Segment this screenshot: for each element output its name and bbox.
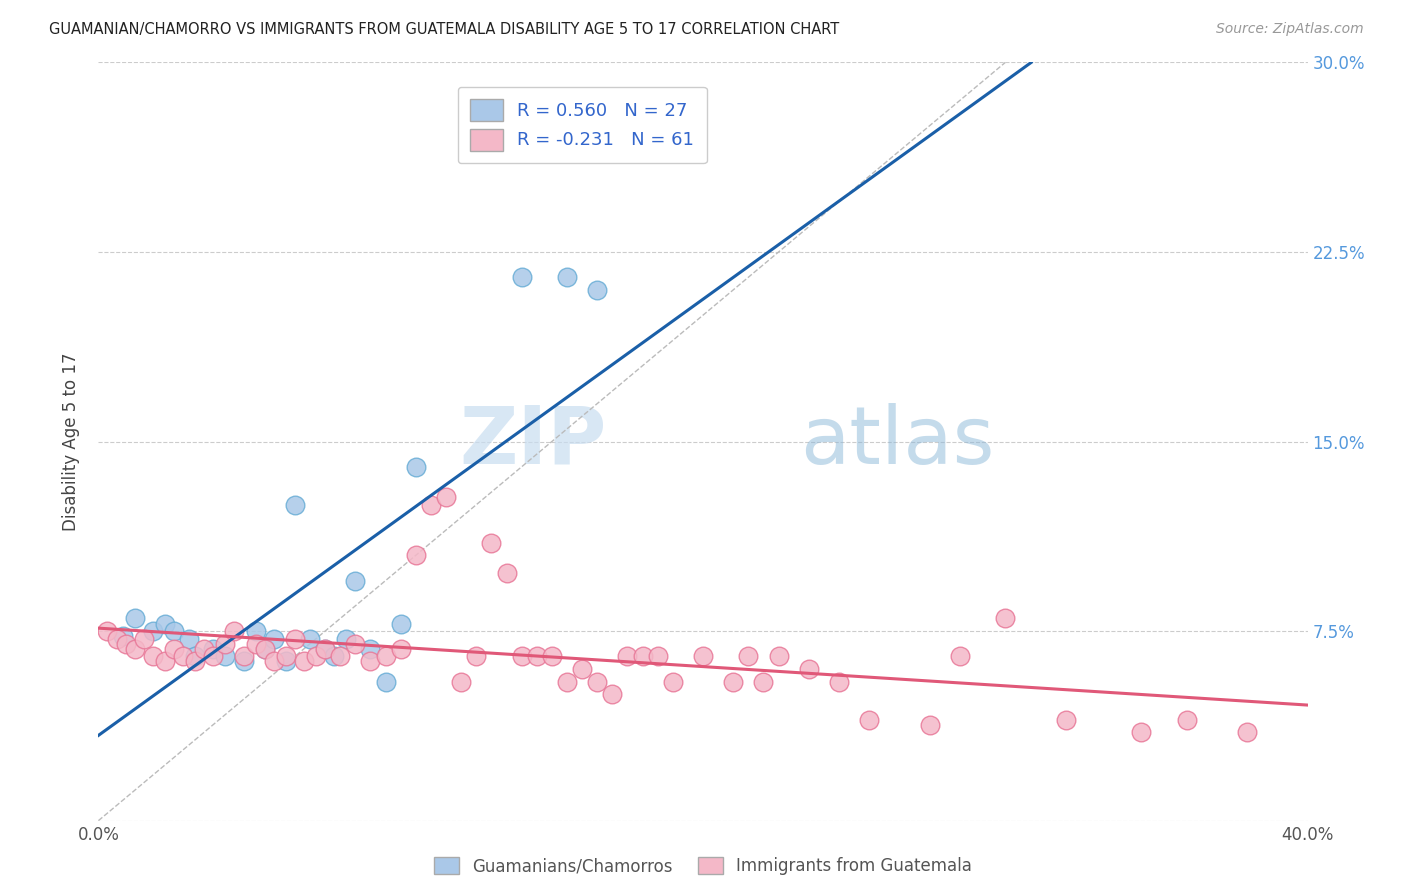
Text: ZIP: ZIP — [458, 402, 606, 481]
Point — [202, 649, 225, 664]
Point — [263, 655, 285, 669]
Point — [526, 649, 548, 664]
Text: atlas: atlas — [800, 402, 994, 481]
Point — [245, 637, 267, 651]
Point — [114, 637, 136, 651]
Point — [124, 641, 146, 656]
Point — [142, 649, 165, 664]
Point — [1236, 725, 1258, 739]
Point — [555, 674, 578, 689]
Point — [510, 270, 533, 285]
Point — [224, 624, 246, 639]
Point — [124, 611, 146, 625]
Point — [571, 662, 593, 676]
Point — [586, 674, 609, 689]
Point — [253, 641, 276, 656]
Point — [616, 649, 638, 664]
Point — [214, 637, 236, 651]
Point — [184, 649, 207, 664]
Point — [214, 649, 236, 664]
Point — [495, 566, 517, 580]
Point — [586, 283, 609, 297]
Point — [253, 641, 276, 656]
Point — [994, 611, 1017, 625]
Point — [405, 548, 427, 563]
Point — [284, 632, 307, 646]
Point — [111, 629, 134, 643]
Y-axis label: Disability Age 5 to 17: Disability Age 5 to 17 — [62, 352, 80, 531]
Point — [420, 498, 443, 512]
Legend: R = 0.560   N = 27, R = -0.231   N = 61: R = 0.560 N = 27, R = -0.231 N = 61 — [457, 87, 707, 163]
Point — [602, 687, 624, 701]
Point — [314, 641, 336, 656]
Point — [360, 655, 382, 669]
Point — [1054, 713, 1077, 727]
Point — [232, 649, 254, 664]
Point — [274, 655, 297, 669]
Point — [631, 649, 654, 664]
Point — [179, 632, 201, 646]
Point — [232, 655, 254, 669]
Point — [858, 713, 880, 727]
Point — [360, 641, 382, 656]
Point — [245, 624, 267, 639]
Point — [481, 535, 503, 549]
Point — [184, 655, 207, 669]
Point — [263, 632, 285, 646]
Point — [323, 649, 346, 664]
Point — [389, 616, 412, 631]
Point — [105, 632, 128, 646]
Point — [828, 674, 851, 689]
Point — [737, 649, 759, 664]
Point — [1175, 713, 1198, 727]
Point — [661, 674, 683, 689]
Point — [202, 641, 225, 656]
Point — [1130, 725, 1153, 739]
Point — [450, 674, 472, 689]
Point — [752, 674, 775, 689]
Point — [692, 649, 714, 664]
Point — [274, 649, 297, 664]
Point — [299, 632, 322, 646]
Point — [389, 641, 412, 656]
Point — [153, 616, 176, 631]
Point — [949, 649, 972, 664]
Point — [465, 649, 488, 664]
Point — [344, 637, 367, 651]
Point — [647, 649, 669, 664]
Legend: Guamanians/Chamorros, Immigrants from Guatemala: Guamanians/Chamorros, Immigrants from Gu… — [426, 849, 980, 884]
Point — [434, 490, 457, 504]
Point — [96, 624, 118, 639]
Point — [540, 649, 562, 664]
Point — [305, 649, 328, 664]
Point — [132, 632, 155, 646]
Point — [329, 649, 352, 664]
Text: Source: ZipAtlas.com: Source: ZipAtlas.com — [1216, 22, 1364, 37]
Point — [374, 649, 396, 664]
Point — [918, 717, 941, 731]
Point — [768, 649, 790, 664]
Point — [555, 270, 578, 285]
Point — [723, 674, 745, 689]
Point — [335, 632, 357, 646]
Point — [797, 662, 820, 676]
Point — [510, 649, 533, 664]
Point — [193, 641, 215, 656]
Point — [374, 674, 396, 689]
Point — [314, 641, 336, 656]
Point — [344, 574, 367, 588]
Text: GUAMANIAN/CHAMORRO VS IMMIGRANTS FROM GUATEMALA DISABILITY AGE 5 TO 17 CORRELATI: GUAMANIAN/CHAMORRO VS IMMIGRANTS FROM GU… — [49, 22, 839, 37]
Point — [142, 624, 165, 639]
Point — [163, 641, 186, 656]
Point — [405, 459, 427, 474]
Point — [172, 649, 194, 664]
Point — [153, 655, 176, 669]
Point — [292, 655, 315, 669]
Point — [163, 624, 186, 639]
Point — [284, 498, 307, 512]
